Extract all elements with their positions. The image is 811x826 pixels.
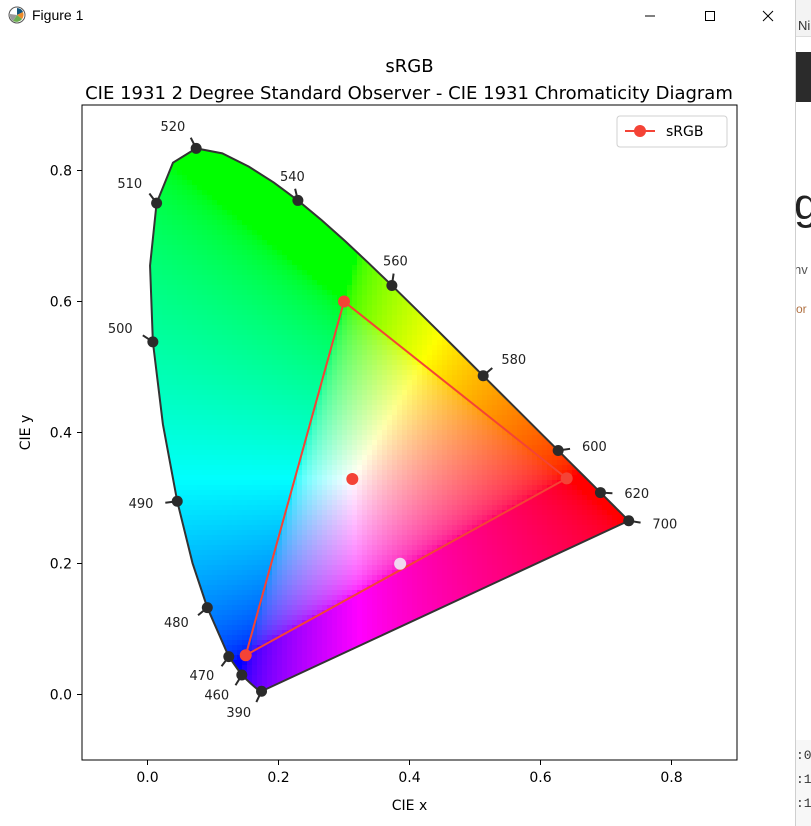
srgb-gamut-line [244,299,568,658]
minimize-icon [645,15,655,17]
matplotlib-app-icon [8,6,26,24]
wavelength-marker [223,651,235,663]
legend-srgb-label: sRGB [666,124,703,140]
chart-subtitle: CIE 1931 2 Degree Standard Observer - CI… [85,83,733,104]
wavelength-label: 700 [652,518,677,533]
y-axis-label: CIE y [18,415,34,451]
close-button[interactable] [745,0,791,32]
close-icon [762,10,774,22]
wavelength-marker [151,197,163,209]
y-tick-label: 0.6 [50,295,72,311]
wavelength-marker [552,445,564,457]
srgb-primary-marker [338,295,350,308]
wavelength-marker [256,685,268,697]
wavelength-label: 620 [624,487,649,502]
legend-srgb-marker [634,125,646,137]
background-heading-fragment: g [796,180,811,230]
minimize-button[interactable] [627,0,673,32]
wavelength-label: 600 [582,440,607,455]
y-tick-label: 0.4 [50,426,72,442]
x-tick-label: 0.6 [529,770,551,786]
window-titlebar: Figure 1 [0,0,795,32]
wavelength-marker [201,602,213,614]
wavelength-marker [147,336,159,348]
wavelength-label: 540 [280,170,305,185]
wavelength-marker [190,142,202,154]
wavelength-marker [171,495,183,507]
x-tick-label: 0.2 [267,770,289,786]
wavelength-label: 500 [108,322,133,337]
y-tick-label: 0.8 [50,164,72,180]
wavelength-label: 520 [160,120,185,135]
wavelength-marker [594,487,606,499]
y-tick-label: 0.2 [50,557,72,573]
background-terminal-fragment: :0 :1 :1 [796,740,811,826]
wavelength-marker [236,669,248,681]
x-axis-label: CIE x [392,798,428,814]
chart-title: sRGB [385,56,433,77]
wavelength-label: 580 [501,353,526,368]
background-text-fragment: nv [795,262,808,277]
y-tick-label: 0.0 [50,688,72,704]
wavelength-label: 510 [117,177,142,192]
x-tick-label: 0.4 [398,770,420,786]
whitepoint-marker [394,557,407,570]
background-link-fragment: or [796,302,807,316]
chromaticity-chart: sRGB CIE 1931 2 Degree Standard Observer… [18,56,738,814]
legend: sRGB [616,115,728,148]
wavelength-marker [477,370,489,382]
window-title: Figure 1 [32,7,84,23]
x-tick-label: 0.0 [136,770,158,786]
background-window: Ni g nv or :0 :1 :1 [795,0,811,826]
background-tab[interactable]: Ni [796,0,811,37]
wavelength-label: 460 [204,688,229,703]
x-tick-label: 0.8 [660,770,682,786]
whitepoint-marker [346,473,359,486]
maximize-button[interactable] [687,0,733,32]
wavelength-marker [386,279,398,291]
wavelength-label: 480 [164,616,189,631]
legend-box [616,115,728,148]
srgb-primary-marker [560,472,573,485]
wavelength-label: 560 [383,255,408,270]
background-header-block [796,52,811,102]
figure-canvas: sRGB CIE 1931 2 Degree Standard Observer… [0,32,795,826]
wavelength-label: 470 [189,669,214,684]
wavelength-marker [292,194,304,206]
wavelength-marker [623,515,635,527]
srgb-primary-marker [239,649,252,662]
wavelength-label: 390 [226,706,251,721]
maximize-icon [705,11,715,21]
wavelength-label: 490 [129,497,154,512]
